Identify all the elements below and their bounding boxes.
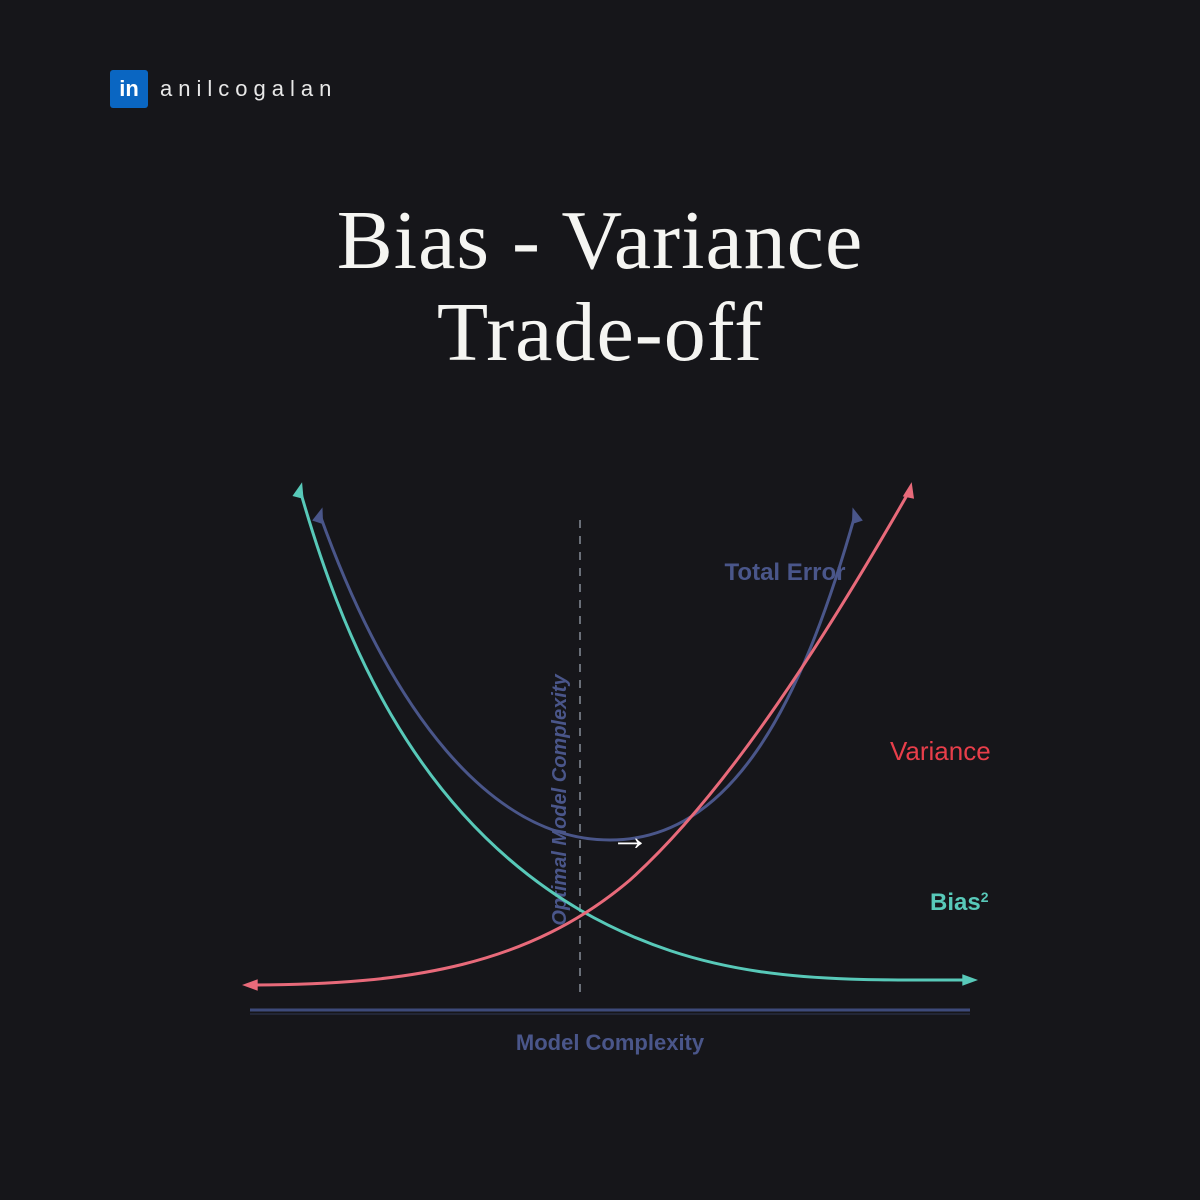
chart-svg: Model Complexity Optimal Model Complexity…: [230, 480, 990, 1080]
profile-handle: anilcogalan: [160, 76, 337, 102]
title-line-2: Trade-off: [437, 286, 763, 379]
bias-variance-chart: Model Complexity Optimal Model Complexity…: [230, 480, 990, 1085]
total-error-label: Total Error: [725, 559, 846, 586]
linkedin-icon: in: [110, 70, 148, 108]
x-axis-label: Model Complexity: [516, 1030, 705, 1055]
bias-label: Bias2: [930, 889, 989, 916]
variance-label: Variance: [890, 736, 990, 766]
header: in anilcogalan: [110, 70, 337, 108]
optimal-complexity-label: Optimal Model Complexity: [549, 674, 571, 926]
linkedin-badge-text: in: [119, 76, 139, 102]
title-line-1: Bias - Variance: [337, 194, 864, 287]
bias-curve: [300, 490, 970, 980]
direction-arrow-icon: →: [610, 815, 650, 859]
page-title: Bias - Variance Trade-off: [0, 195, 1200, 380]
